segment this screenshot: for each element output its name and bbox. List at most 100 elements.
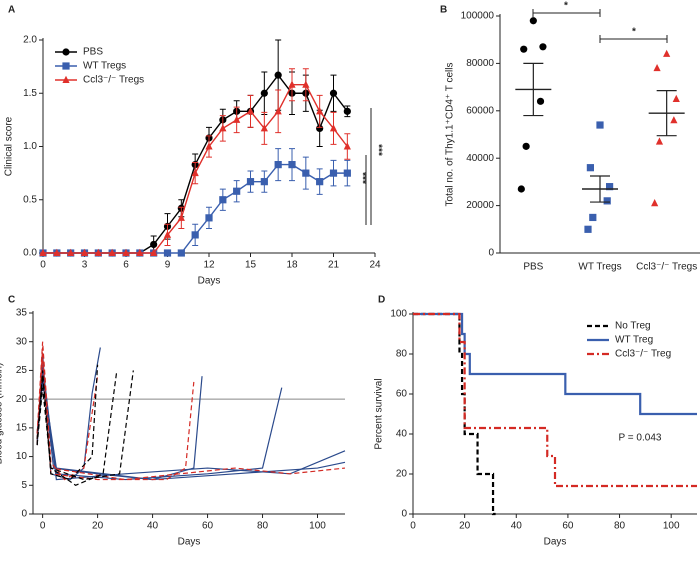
data-point xyxy=(260,124,268,132)
x-tick-label: 3 xyxy=(82,260,88,271)
data-point xyxy=(191,231,199,239)
legend-label: Ccl3⁻/⁻ Treg xyxy=(615,349,671,360)
legend-label: PBS xyxy=(83,47,103,58)
x-axis-title: Days xyxy=(544,537,567,548)
data-line xyxy=(36,381,283,481)
data-point xyxy=(596,121,604,129)
data-point xyxy=(672,94,680,102)
panel-label: B xyxy=(440,5,447,16)
data-point xyxy=(260,178,268,186)
legend-label: WT Treg xyxy=(615,335,653,346)
y-tick-label: 80 xyxy=(396,349,408,360)
annotation: * xyxy=(632,27,636,38)
data-line xyxy=(36,370,134,481)
x-tick-label: 9 xyxy=(165,260,171,271)
y-tick-label: 40000 xyxy=(466,153,494,164)
y-tick-label: 0.0 xyxy=(23,248,37,259)
data-point xyxy=(163,249,172,257)
data-point xyxy=(343,142,351,150)
data-point xyxy=(205,142,213,150)
data-point xyxy=(136,248,144,256)
data-line xyxy=(36,364,99,481)
data-point xyxy=(329,169,338,177)
annotation: P = 0.043 xyxy=(619,433,662,444)
axis-line xyxy=(32,311,345,515)
data-point xyxy=(670,116,678,124)
data-point xyxy=(163,230,172,238)
data-point xyxy=(219,124,227,132)
x-tick-label: 0 xyxy=(40,260,46,271)
data-point xyxy=(529,17,537,25)
y-tick-label: 1.5 xyxy=(23,88,37,99)
x-tick-label: 40 xyxy=(147,521,159,532)
x-tick-label: 6 xyxy=(123,260,129,271)
data-point xyxy=(205,214,213,222)
data-point xyxy=(316,107,324,115)
significance-bracket xyxy=(532,9,601,17)
data-point xyxy=(233,115,241,123)
data-line xyxy=(36,358,195,481)
x-tick-label: 21 xyxy=(328,260,340,271)
data-point xyxy=(39,248,47,256)
data-point xyxy=(329,124,338,132)
y-tick-label: 0 xyxy=(488,248,494,259)
y-tick-label: 1.0 xyxy=(23,141,37,152)
y-axis-title: Clinical score xyxy=(4,116,15,176)
x-tick-label: 20 xyxy=(459,521,471,532)
y-tick-label: 0 xyxy=(401,509,407,520)
data-line xyxy=(36,364,346,481)
y-tick-label: 100000 xyxy=(461,11,495,22)
data-point xyxy=(584,225,592,233)
data-point xyxy=(53,248,61,256)
y-tick-label: 100 xyxy=(390,309,407,320)
data-point xyxy=(663,49,671,57)
legend-marker xyxy=(62,48,70,56)
data-point xyxy=(233,187,241,195)
panel-label: C xyxy=(8,295,15,306)
data-point xyxy=(67,248,75,256)
y-tick-label: 20000 xyxy=(466,200,494,211)
data-point xyxy=(260,89,268,97)
data-point xyxy=(246,178,255,186)
data-point xyxy=(150,240,158,249)
data-point xyxy=(517,185,525,193)
x-tick-label: 18 xyxy=(286,260,298,271)
data-point xyxy=(274,107,282,115)
y-tick-label: 60 xyxy=(396,389,408,400)
x-tick-label: 0 xyxy=(40,521,46,532)
data-point xyxy=(536,97,545,105)
y-tick-label: 30 xyxy=(16,336,28,347)
x-tick-label: 24 xyxy=(369,260,381,271)
data-point xyxy=(274,71,282,79)
data-point xyxy=(122,248,130,256)
annotation: * xyxy=(564,1,568,12)
y-tick-label: 35 xyxy=(16,308,28,319)
survival-curve xyxy=(413,312,496,516)
data-point xyxy=(191,168,199,177)
x-tick-label: 80 xyxy=(614,521,626,532)
data-point xyxy=(219,196,227,204)
survival-curve xyxy=(413,312,697,488)
data-point xyxy=(288,80,296,88)
data-point xyxy=(302,169,310,177)
legend-marker xyxy=(62,75,70,83)
data-point xyxy=(80,248,89,256)
y-tick-label: 0 xyxy=(21,509,27,520)
x-axis-title: Days xyxy=(178,537,201,548)
y-tick-label: 40 xyxy=(396,429,408,440)
x-tick-label: 100 xyxy=(309,521,326,532)
data-line xyxy=(36,370,118,486)
x-tick-label: 80 xyxy=(257,521,269,532)
panel-label: A xyxy=(8,5,15,16)
legend-label: WT Tregs xyxy=(83,61,126,72)
data-point xyxy=(316,178,324,186)
x-tick-label: 20 xyxy=(92,521,104,532)
x-tick-label: 100 xyxy=(663,521,680,532)
y-tick-label: 0.5 xyxy=(23,194,37,205)
x-tick-label: 0 xyxy=(410,521,416,532)
data-point xyxy=(586,164,594,172)
data-line xyxy=(36,347,346,481)
y-axis-title: Percent survival xyxy=(374,378,385,449)
data-point xyxy=(653,63,661,72)
